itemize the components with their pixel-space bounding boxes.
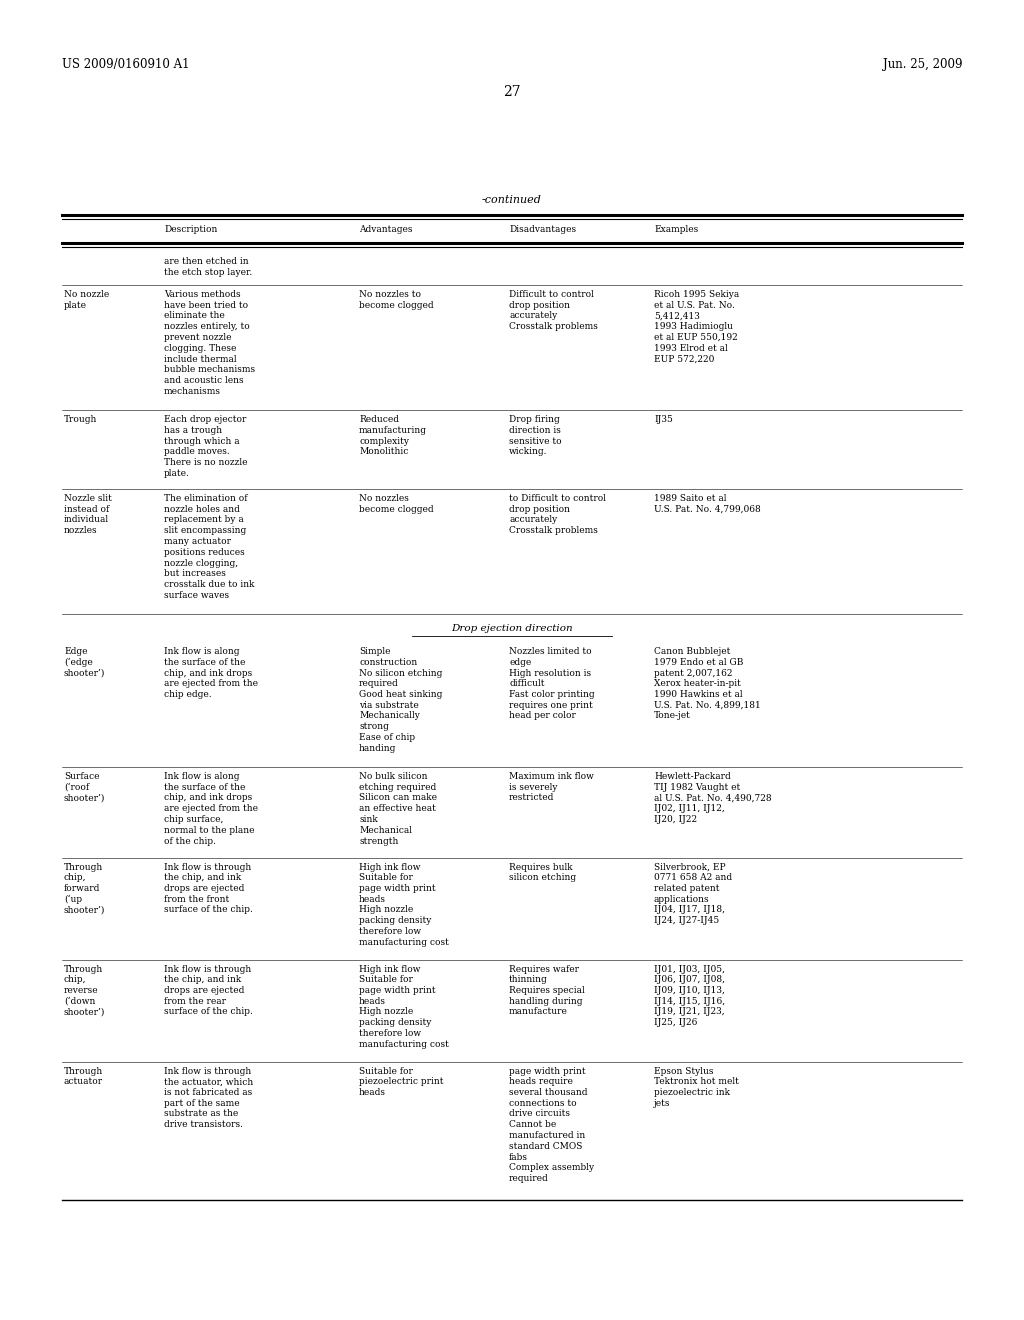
Text: No nozzles to
become clogged: No nozzles to become clogged [359, 290, 433, 310]
Text: Advantages: Advantages [359, 224, 413, 234]
Text: Through
chip,
forward
(‘up
shooter’): Through chip, forward (‘up shooter’) [63, 862, 105, 915]
Text: Ink flow is through
the chip, and ink
drops are ejected
from the rear
surface of: Ink flow is through the chip, and ink dr… [164, 965, 253, 1016]
Text: page width print
heads require
several thousand
connections to
drive circuits
Ca: page width print heads require several t… [509, 1067, 594, 1183]
Text: Through
actuator: Through actuator [63, 1067, 103, 1086]
Text: Description: Description [164, 224, 217, 234]
Text: Silverbrook, EP
0771 658 A2 and
related patent
applications
IJ04, IJ17, IJ18,
IJ: Silverbrook, EP 0771 658 A2 and related … [654, 862, 732, 925]
Text: IJ01, IJ03, IJ05,
IJ06, IJ07, IJ08,
IJ09, IJ10, IJ13,
IJ14, IJ15, IJ16,
IJ19, IJ: IJ01, IJ03, IJ05, IJ06, IJ07, IJ08, IJ09… [654, 965, 725, 1027]
Text: Ink flow is along
the surface of the
chip, and ink drops
are ejected from the
ch: Ink flow is along the surface of the chi… [164, 647, 258, 700]
Text: No nozzle
plate: No nozzle plate [63, 290, 110, 310]
Text: Edge
(‘edge
shooter’): Edge (‘edge shooter’) [63, 647, 105, 678]
Text: Reduced
manufacturing
complexity
Monolithic: Reduced manufacturing complexity Monolit… [359, 414, 427, 457]
Text: Ricoh 1995 Sekiya
et al U.S. Pat. No.
5,412,413
1993 Hadimioglu
et al EUP 550,19: Ricoh 1995 Sekiya et al U.S. Pat. No. 5,… [654, 290, 739, 363]
Text: to Difficult to control
drop position
accurately
Crosstalk problems: to Difficult to control drop position ac… [509, 494, 606, 535]
Text: Various methods
have been tried to
eliminate the
nozzles entirely, to
prevent no: Various methods have been tried to elimi… [164, 290, 255, 396]
Text: Trough: Trough [63, 414, 97, 424]
Text: Examples: Examples [654, 224, 698, 234]
Text: Simple
construction
No silicon etching
required
Good heat sinking
via substrate
: Simple construction No silicon etching r… [359, 647, 442, 752]
Text: Ink flow is through
the chip, and ink
drops are ejected
from the front
surface o: Ink flow is through the chip, and ink dr… [164, 862, 253, 915]
Text: No bulk silicon
etching required
Silicon can make
an effective heat
sink
Mechani: No bulk silicon etching required Silicon… [359, 772, 437, 846]
Text: Drop ejection direction: Drop ejection direction [452, 624, 572, 634]
Text: Maximum ink flow
is severely
restricted: Maximum ink flow is severely restricted [509, 772, 594, 803]
Text: 27: 27 [503, 84, 521, 99]
Text: -continued: -continued [482, 195, 542, 205]
Text: Suitable for
piezoelectric print
heads: Suitable for piezoelectric print heads [359, 1067, 443, 1097]
Text: are then etched in
the etch stop layer.: are then etched in the etch stop layer. [164, 257, 252, 277]
Text: Each drop ejector
has a trough
through which a
paddle moves.
There is no nozzle
: Each drop ejector has a trough through w… [164, 414, 248, 478]
Text: Ink flow is along
the surface of the
chip, and ink drops
are ejected from the
ch: Ink flow is along the surface of the chi… [164, 772, 258, 846]
Text: Canon Bubblejet
1979 Endo et al GB
patent 2,007,162
Xerox heater-in-pit
1990 Haw: Canon Bubblejet 1979 Endo et al GB paten… [654, 647, 761, 721]
Text: The elimination of
nozzle holes and
replacement by a
slit encompassing
many actu: The elimination of nozzle holes and repl… [164, 494, 255, 599]
Text: Nozzle slit
instead of
individual
nozzles: Nozzle slit instead of individual nozzle… [63, 494, 112, 535]
Text: US 2009/0160910 A1: US 2009/0160910 A1 [62, 58, 189, 71]
Text: High ink flow
Suitable for
page width print
heads
High nozzle
packing density
th: High ink flow Suitable for page width pr… [359, 862, 449, 946]
Text: High ink flow
Suitable for
page width print
heads
High nozzle
packing density
th: High ink flow Suitable for page width pr… [359, 965, 449, 1049]
Text: Disadvantages: Disadvantages [509, 224, 577, 234]
Text: Nozzles limited to
edge
High resolution is
difficult
Fast color printing
require: Nozzles limited to edge High resolution … [509, 647, 595, 721]
Text: Difficult to control
drop position
accurately
Crosstalk problems: Difficult to control drop position accur… [509, 290, 598, 331]
Text: Surface
(‘roof
shooter’): Surface (‘roof shooter’) [63, 772, 105, 803]
Text: Epson Stylus
Tektronix hot melt
piezoelectric ink
jets: Epson Stylus Tektronix hot melt piezoele… [654, 1067, 739, 1107]
Text: Jun. 25, 2009: Jun. 25, 2009 [883, 58, 962, 71]
Text: Ink flow is through
the actuator, which
is not fabricated as
part of the same
su: Ink flow is through the actuator, which … [164, 1067, 253, 1129]
Text: IJ35: IJ35 [654, 414, 673, 424]
Text: Hewlett-Packard
TIJ 1982 Vaught et
al U.S. Pat. No. 4,490,728
IJ02, IJ11, IJ12,
: Hewlett-Packard TIJ 1982 Vaught et al U.… [654, 772, 772, 824]
Text: Requires wafer
thinning
Requires special
handling during
manufacture: Requires wafer thinning Requires special… [509, 965, 585, 1016]
Text: Drop firing
direction is
sensitive to
wicking.: Drop firing direction is sensitive to wi… [509, 414, 561, 457]
Text: Through
chip,
reverse
(‘down
shooter’): Through chip, reverse (‘down shooter’) [63, 965, 105, 1016]
Text: Requires bulk
silicon etching: Requires bulk silicon etching [509, 862, 577, 882]
Text: No nozzles
become clogged: No nozzles become clogged [359, 494, 433, 513]
Text: 1989 Saito et al
U.S. Pat. No. 4,799,068: 1989 Saito et al U.S. Pat. No. 4,799,068 [654, 494, 761, 513]
